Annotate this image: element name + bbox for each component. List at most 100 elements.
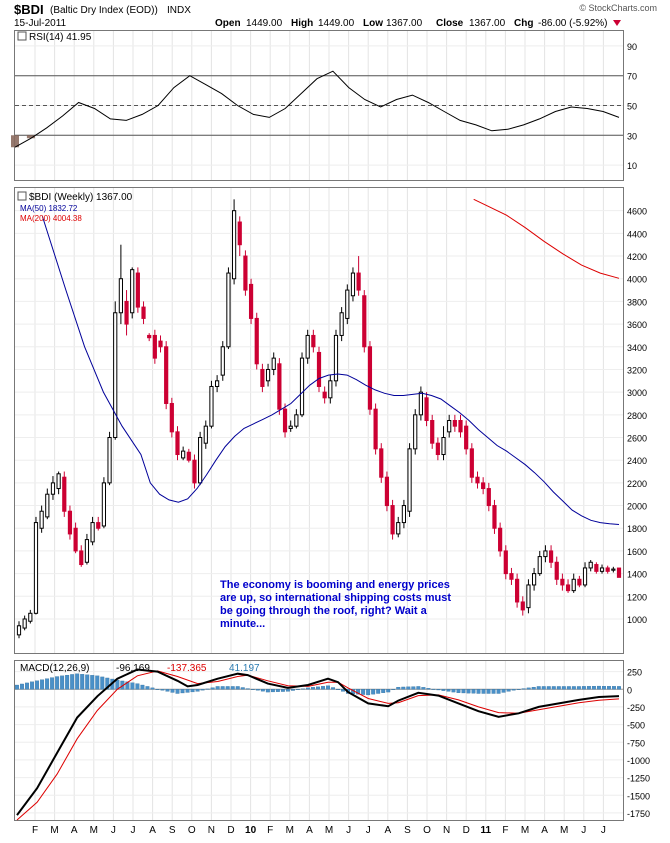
candle-body (441, 437, 446, 456)
price-tick-label: 3400 (627, 343, 647, 353)
price-tick-label: 2800 (627, 411, 647, 421)
exchange: INDX (167, 5, 191, 16)
candle-body (248, 283, 254, 319)
candle-body (152, 334, 157, 359)
macd-histogram-bar (581, 686, 586, 690)
candle-body (101, 482, 107, 527)
x-tick-label: J (366, 825, 371, 836)
macd-histogram-bar (105, 677, 110, 690)
candle (305, 329, 310, 364)
candle-body (39, 510, 44, 529)
price-tick-label: 1600 (627, 547, 647, 557)
candle-body (220, 346, 225, 376)
candle-body (560, 578, 565, 586)
candle-body (571, 578, 576, 592)
price-legend-box (17, 191, 27, 201)
candle-body (537, 556, 542, 575)
candle (215, 375, 220, 393)
macd-histogram-bar (230, 686, 235, 690)
candle-body (186, 451, 191, 461)
macd-histogram-bar (255, 689, 260, 691)
candle (101, 477, 107, 529)
candle (367, 341, 373, 415)
candle (288, 420, 293, 432)
macd-tick-label: -500 (627, 721, 645, 731)
macd-histogram-bar (306, 687, 310, 690)
macd-histogram-bar (65, 674, 70, 690)
candle (45, 488, 50, 520)
macd-tick-label: -1500 (627, 791, 650, 801)
macd-histogram-bar (431, 688, 436, 690)
candle-body (164, 346, 169, 404)
macd-tick-label: -1750 (627, 809, 650, 819)
macd-signal-line (16, 670, 620, 821)
macd-histogram-bar (321, 686, 325, 690)
x-tick-label: M (286, 825, 294, 836)
macd-histogram-bar (326, 685, 330, 690)
candle-body (531, 573, 537, 586)
macd-histogram-bar (280, 689, 285, 692)
candle (452, 414, 457, 432)
x-tick-label: O (423, 825, 431, 836)
candle-body (396, 522, 401, 535)
macd-histogram-bar (331, 687, 335, 690)
candle-body (277, 363, 282, 410)
chg-value: -86.00 (-5.92%) (538, 18, 607, 29)
chg-label: Chg (514, 18, 533, 29)
macd-histogram-bar (215, 686, 220, 690)
candle-body (84, 539, 90, 563)
candle-body (616, 567, 622, 578)
macd-signal-legend: -137.365 (167, 663, 207, 674)
candle-body (50, 482, 56, 495)
macd-histogram-bar (145, 686, 150, 690)
candle-body (299, 357, 305, 416)
candle-body (594, 564, 599, 572)
candle (231, 199, 237, 285)
candle (84, 533, 90, 565)
macd-histogram-bar (165, 689, 170, 692)
candle-body (458, 420, 463, 433)
macd-histogram-bar (421, 687, 426, 690)
macd-histogram-bar (386, 689, 391, 693)
date: 15-Jul-2011 (14, 18, 67, 29)
candle-body (243, 255, 248, 291)
macd-histogram-bar (290, 689, 295, 691)
candle (175, 426, 180, 461)
candle (277, 358, 282, 415)
candle (299, 352, 305, 418)
candle-body (305, 334, 310, 359)
macd-histogram-bar (170, 689, 175, 693)
macd-histogram-bar (536, 686, 541, 690)
candle (543, 545, 548, 563)
candle-body (135, 272, 140, 308)
macd-tick-label: 0 (627, 685, 632, 695)
annotation-line-2: are up, so international shipping costs … (220, 592, 451, 604)
macd-panel (14, 660, 624, 821)
ma50-line (41, 216, 620, 525)
candle-body (33, 522, 39, 614)
candle-body (509, 573, 514, 580)
candle-body (464, 425, 469, 450)
macd-histogram-bar (270, 689, 275, 693)
macd-histogram-bar (135, 683, 140, 690)
candle-body (231, 210, 237, 280)
candle-body (435, 442, 440, 456)
macd-histogram-bar (190, 689, 195, 693)
candle (220, 341, 225, 381)
candle (469, 443, 474, 483)
candle (424, 392, 429, 427)
macd-tick-label: -1250 (627, 774, 650, 784)
candle (198, 431, 203, 486)
macd-histogram-bar (446, 689, 451, 692)
candle (475, 471, 480, 489)
candle (107, 431, 112, 486)
candle-body (107, 437, 112, 484)
candle (396, 516, 401, 538)
candle-body (498, 527, 503, 552)
candle (56, 471, 61, 495)
candle-body (588, 561, 593, 569)
macd-histogram-bar (316, 686, 320, 690)
candle-body (294, 414, 299, 427)
candle-body (554, 561, 559, 580)
